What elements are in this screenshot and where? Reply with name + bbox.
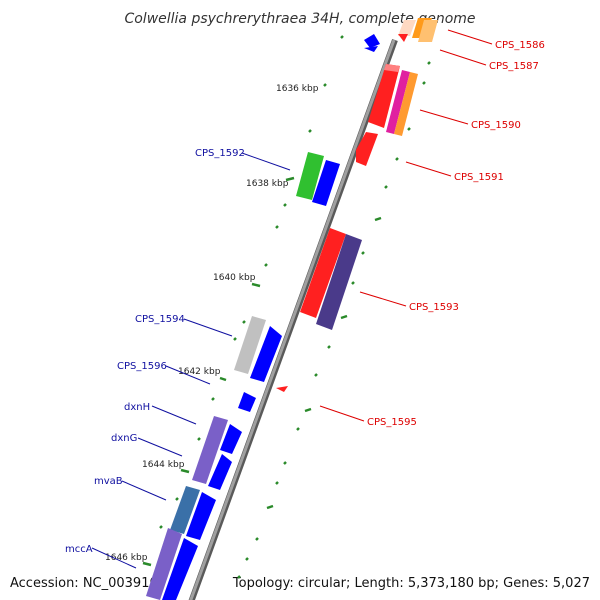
inner-tick-marks [142,35,344,567]
kbp-label-1638: 1638 kbp [246,179,289,189]
kbp-label-1646: 1646 kbp [105,553,148,563]
outer-tick-marks [237,61,431,579]
gene-label-CPS_1593[interactable]: CPS_1593 [409,302,459,313]
gene-CPS_1596-arrow[interactable] [238,392,256,412]
gene-label-mvaB[interactable]: mvaB [94,476,123,487]
gene-CPS_1593-arrow[interactable] [300,228,362,330]
genome-backbone [189,39,396,600]
kbp-label-1644: 1644 kbp [142,460,185,470]
gene-top-blue-arrow[interactable] [364,34,380,52]
gene-dxnH-arrow[interactable] [192,416,242,490]
gene-label-CPS_1591[interactable]: CPS_1591 [454,172,504,183]
gene-CPS_1591-arrow[interactable] [356,132,378,166]
gene-CPS_1592-arrow[interactable] [296,152,340,206]
gene-mccA-arrow[interactable] [146,528,198,600]
kbp-label-1640: 1640 kbp [213,273,256,283]
gene-CPS_1595-arrow[interactable] [276,386,288,392]
accession-text: Accession: NC_003910 [10,576,158,591]
gene-label-CPS_1592[interactable]: CPS_1592 [195,148,245,159]
gene-label-CPS_1595[interactable]: CPS_1595 [367,417,417,428]
gene-label-CPS_1586[interactable]: CPS_1586 [495,40,545,51]
gene-label-CPS_1590[interactable]: CPS_1590 [471,120,521,131]
gene-label-CPS_1594[interactable]: CPS_1594 [135,314,185,325]
kbp-label-1636: 1636 kbp [276,84,319,94]
gene-label-dxnG[interactable]: dxnG [111,433,137,444]
right-label-leaders [319,29,493,422]
gene-CPS_1590-arrow[interactable] [368,64,418,136]
gene-label-CPS_1587[interactable]: CPS_1587 [489,61,539,72]
left-label-leaders [91,152,291,569]
map-title: Colwellia psychrerythraea 34H, complete … [124,11,475,27]
gene-label-mccA[interactable]: mccA [65,544,93,555]
gene-label-CPS_1596[interactable]: CPS_1596 [117,361,167,372]
gene-CPS_1594-arrow[interactable] [234,316,282,382]
summary-text: Topology: circular; Length: 5,373,180 bp… [232,576,590,591]
kbp-label-1642: 1642 kbp [178,367,221,377]
gene-CPS_1587-arrow[interactable] [418,20,438,42]
gene-mvaB-arrow[interactable] [170,486,216,540]
gene-label-dxnH[interactable]: dxnH [124,402,150,413]
